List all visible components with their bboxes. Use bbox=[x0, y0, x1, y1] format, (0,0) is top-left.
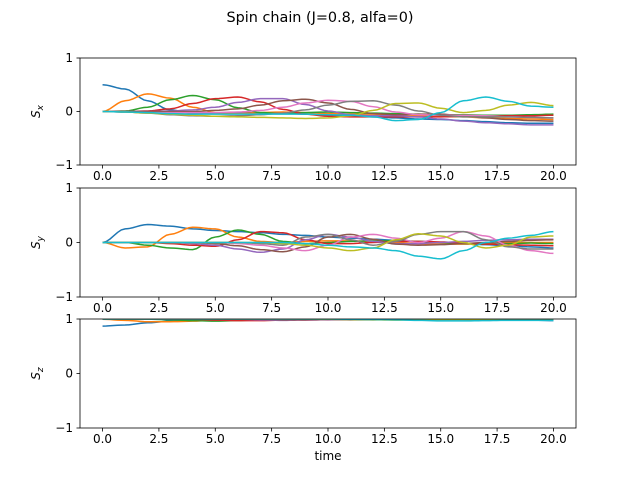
series-line-2 bbox=[102, 319, 554, 323]
x-tick-label: 15.0 bbox=[427, 301, 454, 315]
series-line-7 bbox=[102, 99, 554, 119]
y-axis-label-main: S bbox=[29, 110, 43, 118]
y-tick-label: −1 bbox=[55, 158, 73, 172]
x-tick-label: 20.0 bbox=[540, 432, 567, 446]
y-tick-label: 1 bbox=[65, 312, 73, 326]
subplot-3: 0.0 2.5 5.0 7.5 10.0 12.5 15.0 17.5 20.0 −1 0 1 Sz ti… bbox=[29, 312, 577, 463]
x-tick-label: 0.0 bbox=[93, 301, 112, 315]
series-line-3 bbox=[102, 319, 554, 322]
series-lines bbox=[102, 223, 554, 260]
series-line-10 bbox=[102, 96, 554, 122]
x-tick-label: 12.5 bbox=[371, 301, 398, 315]
series-line-10 bbox=[102, 230, 554, 260]
x-tick-label: 17.5 bbox=[484, 169, 511, 183]
y-tick-label: −1 bbox=[55, 421, 73, 435]
y-tick-label: 1 bbox=[65, 181, 73, 195]
x-tick-label: 20.0 bbox=[540, 301, 567, 315]
y-axis-label: Sz bbox=[29, 367, 46, 380]
x-tick-label: 10.0 bbox=[315, 301, 342, 315]
subplot-2: 0.0 2.5 5.0 7.5 10.0 12.5 15.0 17.5 20.0 −1 0 1 Sy bbox=[29, 181, 577, 315]
x-tick-label: 5.0 bbox=[206, 432, 225, 446]
x-tick-label: 5.0 bbox=[206, 169, 225, 183]
x-tick-label: 15.0 bbox=[427, 169, 454, 183]
subplots: 0.0 2.5 5.0 7.5 10.0 12.5 15.0 17.5 20.0−101Sx0.… bbox=[29, 51, 577, 463]
subplot-1: 0.0 2.5 5.0 7.5 10.0 12.5 15.0 17.5 20.0 −1 0 1 Sx bbox=[29, 51, 577, 183]
y-axis-label: Sy bbox=[29, 235, 46, 249]
y-tick-label: −1 bbox=[55, 290, 73, 304]
y-axis-label-subscript: y bbox=[36, 235, 46, 242]
x-tick-label: 20.0 bbox=[540, 169, 567, 183]
x-tick-label: 2.5 bbox=[149, 301, 168, 315]
y-axis-label-main: S bbox=[29, 241, 43, 249]
series-line-10 bbox=[102, 319, 554, 322]
y-tick-label: 0 bbox=[65, 105, 73, 119]
x-axis-label: time bbox=[314, 449, 341, 463]
y-tick-label: 0 bbox=[65, 367, 73, 381]
y-axis-label: Sx bbox=[29, 104, 46, 118]
x-tick-label: 12.5 bbox=[371, 432, 398, 446]
series-lines bbox=[102, 84, 554, 126]
x-tick-label: 0.0 bbox=[93, 432, 112, 446]
x-tick-label: 10.0 bbox=[315, 169, 342, 183]
y-axis-label-subscript: z bbox=[36, 367, 46, 373]
y-tick-label: 1 bbox=[65, 51, 73, 65]
x-tick-label: 2.5 bbox=[149, 432, 168, 446]
figure-title: Spin chain (J=0.8, alfa=0) bbox=[227, 10, 414, 26]
x-tick-label: 17.5 bbox=[484, 301, 511, 315]
x-tick-label: 7.5 bbox=[262, 432, 281, 446]
x-tick-label: 7.5 bbox=[262, 169, 281, 183]
x-tick-label: 2.5 bbox=[149, 169, 168, 183]
series-line-5 bbox=[102, 97, 554, 126]
x-tick-label: 12.5 bbox=[371, 169, 398, 183]
x-tick-label: 10.0 bbox=[315, 432, 342, 446]
y-axis-label-main: S bbox=[29, 372, 43, 380]
x-tick-label: 17.5 bbox=[484, 432, 511, 446]
x-tick-label: 5.0 bbox=[206, 301, 225, 315]
x-tick-label: 15.0 bbox=[427, 432, 454, 446]
y-tick-label: 0 bbox=[65, 236, 73, 250]
x-tick-label: 7.5 bbox=[262, 301, 281, 315]
x-tick-label: 0.0 bbox=[93, 169, 112, 183]
y-axis-label-subscript: x bbox=[36, 104, 46, 111]
